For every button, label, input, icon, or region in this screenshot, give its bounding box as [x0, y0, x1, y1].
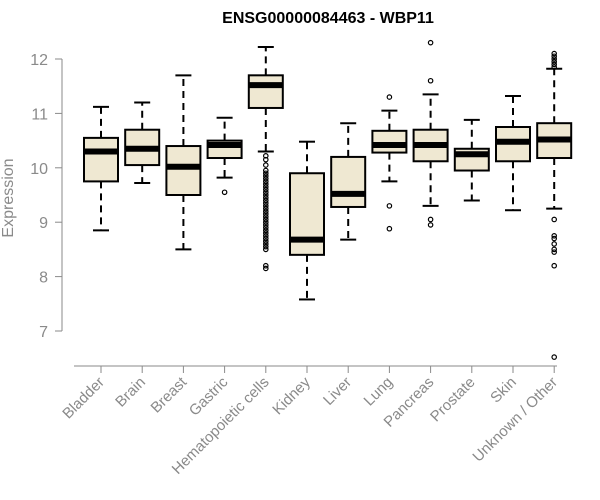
outlier-point — [262, 162, 269, 168]
y-tick-label: 7 — [39, 324, 48, 341]
outlier-point — [262, 181, 269, 187]
y-tick-label: 9 — [39, 215, 48, 232]
outlier-point — [262, 243, 269, 250]
x-tick-label: Breast — [148, 373, 191, 416]
outlier-point — [221, 189, 228, 196]
outlier-point — [262, 208, 269, 215]
outlier-point — [427, 77, 434, 84]
outlier-point — [551, 233, 558, 239]
outlier-point — [551, 354, 558, 360]
outlier-point — [551, 235, 558, 242]
box-10 — [495, 94, 531, 212]
box-4 — [247, 46, 284, 272]
outlier-point — [551, 50, 558, 57]
outlier-point — [386, 94, 393, 100]
outlier-point — [262, 222, 269, 228]
box-iqr — [247, 74, 284, 109]
box-1 — [124, 101, 161, 185]
box-2 — [165, 74, 202, 251]
outlier-point — [262, 173, 269, 179]
outlier-point — [262, 200, 269, 206]
box-iqr — [165, 145, 202, 196]
outlier-point — [262, 233, 269, 239]
y-tick-label: 8 — [39, 270, 48, 287]
box-iqr — [83, 136, 119, 183]
outlier-point — [262, 167, 269, 174]
outlier-point — [262, 211, 269, 217]
y-ticks: 7 8 9 10 11 12 — [30, 52, 62, 341]
outlier-point — [262, 238, 269, 245]
outlier-point — [262, 186, 269, 193]
outlier-point — [262, 175, 269, 182]
x-tick-label: Liver — [320, 374, 355, 409]
x-tick-label: Prostate — [427, 374, 479, 426]
x-tick-label: Brain — [112, 374, 149, 411]
outlier-point — [262, 192, 269, 198]
box-7 — [371, 94, 408, 232]
outlier-point — [551, 53, 558, 60]
outlier-point — [262, 230, 269, 236]
outlier-point — [551, 246, 558, 253]
outlier-point — [262, 216, 269, 223]
outlier-point — [551, 241, 558, 247]
outlier-point — [262, 178, 269, 185]
outlier-point — [551, 61, 558, 68]
outlier-point — [262, 194, 269, 201]
outlier-point — [262, 219, 269, 226]
outlier-point — [262, 203, 269, 209]
outlier-point — [262, 224, 269, 231]
outlier-point — [262, 235, 269, 242]
box-0 — [83, 105, 119, 232]
y-tick-label: 12 — [30, 52, 48, 69]
outlier-point — [262, 197, 269, 204]
outlier-point — [262, 156, 269, 163]
x-tick-label: Lung — [361, 374, 397, 410]
chart-title: ENSG00000084463 - WBP11 — [222, 10, 434, 27]
outlier-point — [551, 262, 558, 269]
y-tick-label: 11 — [31, 106, 48, 123]
outlier-point — [427, 222, 434, 228]
y-tick-label: 10 — [30, 161, 48, 178]
x-tick-label: Bladder — [59, 374, 108, 423]
box-iqr — [330, 155, 367, 208]
outlier-point — [551, 64, 558, 70]
x-tick-label: Skin — [487, 374, 520, 407]
outlier-point — [386, 225, 393, 232]
box-6 — [330, 122, 367, 241]
outlier-point — [262, 265, 269, 272]
outlier-point — [262, 241, 269, 247]
outlier-point — [551, 56, 558, 62]
outlier-point — [262, 262, 269, 269]
outlier-point — [427, 39, 434, 46]
outlier-point — [262, 213, 269, 220]
outlier-point — [262, 227, 269, 234]
box-iqr — [371, 129, 408, 154]
outlier-point — [427, 216, 434, 223]
outlier-point — [262, 184, 269, 190]
boxes-group — [83, 39, 573, 360]
outlier-point — [262, 205, 269, 212]
box-8 — [412, 39, 449, 228]
outlier-point — [551, 249, 558, 255]
outlier-point — [551, 216, 558, 223]
outlier-point — [262, 246, 269, 253]
outlier-point — [262, 170, 269, 177]
outlier-point — [386, 203, 393, 209]
outlier-point — [262, 189, 269, 196]
box-3 — [206, 116, 243, 196]
box-9 — [453, 118, 490, 202]
y-axis-label: Expression — [0, 158, 17, 237]
x-tick-label: Kidney — [269, 373, 314, 418]
box-5 — [289, 140, 325, 301]
outlier-point — [551, 58, 558, 65]
box-11 — [536, 50, 573, 360]
